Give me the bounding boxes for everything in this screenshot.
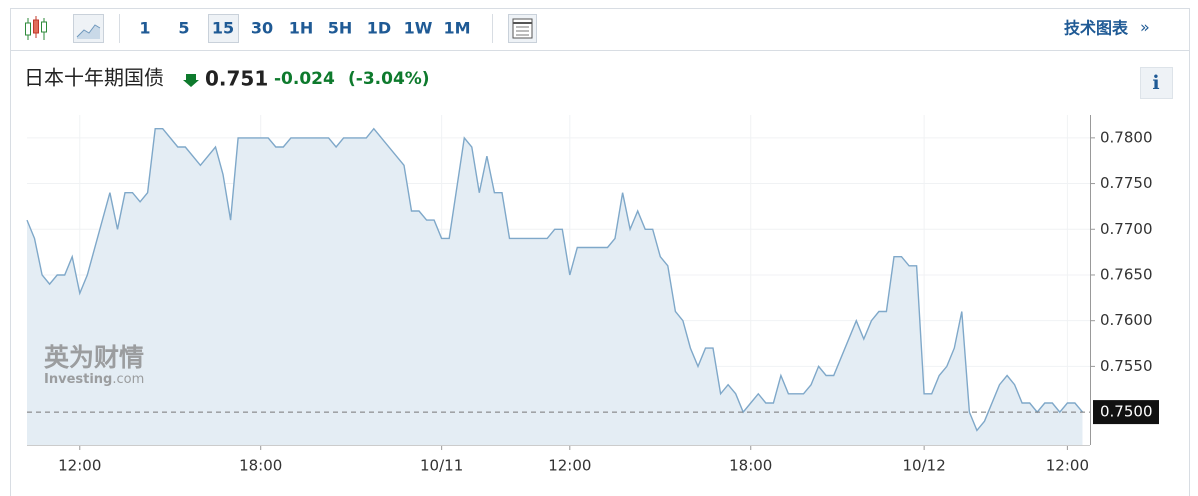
candlestick-icon[interactable] — [25, 16, 47, 40]
info-icon[interactable]: i — [1152, 72, 1159, 94]
y-tick-label: 0.7600 — [1100, 311, 1153, 329]
x-tick-label: 10/11 — [420, 457, 463, 475]
down-arrow — [183, 74, 199, 87]
plot-area: 0.7550 0.7600 0.7650 0.7700 0.7750 0.7800 12:0… — [26, 115, 1159, 475]
instrument-name: 日本十年期国债 — [24, 66, 164, 90]
interval-buttons: 1 5 15 30 1H 5H 1D 1W 1M — [139, 19, 470, 38]
line-chart-icon[interactable] — [73, 14, 104, 43]
price-line — [26, 127, 1084, 432]
x-tick-label: 10/12 — [903, 457, 946, 475]
x-tick-label: 18:00 — [239, 457, 282, 475]
last-price: 0.751 — [205, 67, 268, 91]
watermark-brand: 英为财情 — [44, 343, 144, 372]
y-tick-label: 0.7650 — [1100, 265, 1153, 283]
y-tick-label: 0.7750 — [1100, 174, 1153, 192]
interval-button[interactable]: 5 — [178, 19, 189, 38]
interval-button[interactable]: 1 — [139, 19, 150, 38]
interval-button[interactable]: 1W — [404, 19, 433, 38]
x-tick-label: 12:00 — [58, 457, 101, 475]
interval-button[interactable]: 1H — [289, 19, 314, 38]
x-tick-label: 12:00 — [1046, 457, 1089, 475]
watermark-site-name: Investing — [44, 372, 112, 387]
interval-button[interactable]: 5H — [328, 19, 353, 38]
change: -0.024 — [274, 69, 335, 89]
interval-button[interactable]: 1M — [443, 19, 470, 38]
y-tick-label: 0.7800 — [1100, 128, 1153, 146]
x-tick-label: 18:00 — [729, 457, 772, 475]
x-tick-label: 12:00 — [548, 457, 591, 475]
change-percent: (-3.04%) — [348, 69, 430, 89]
interval-button[interactable]: 1D — [367, 19, 391, 38]
technical-chart-link[interactable]: 技术图表 — [1064, 19, 1129, 38]
area — [27, 128, 1083, 445]
y-tick-label: 0.7550 — [1100, 357, 1153, 375]
price-marker-label: 0.7500 — [1100, 403, 1153, 421]
interval-button[interactable]: 15 — [212, 19, 234, 38]
selected-interval-bg — [208, 14, 239, 43]
y-tick-label: 0.7700 — [1100, 220, 1153, 238]
price-marker — [1093, 400, 1159, 425]
layout-icon[interactable] — [508, 14, 537, 43]
chevron[interactable]: » — [1140, 18, 1150, 37]
info-button[interactable] — [1140, 67, 1173, 99]
watermark-domain: .com — [112, 372, 144, 387]
interval-button[interactable]: 30 — [251, 19, 273, 38]
watermark-site: Investing.com — [44, 372, 144, 387]
